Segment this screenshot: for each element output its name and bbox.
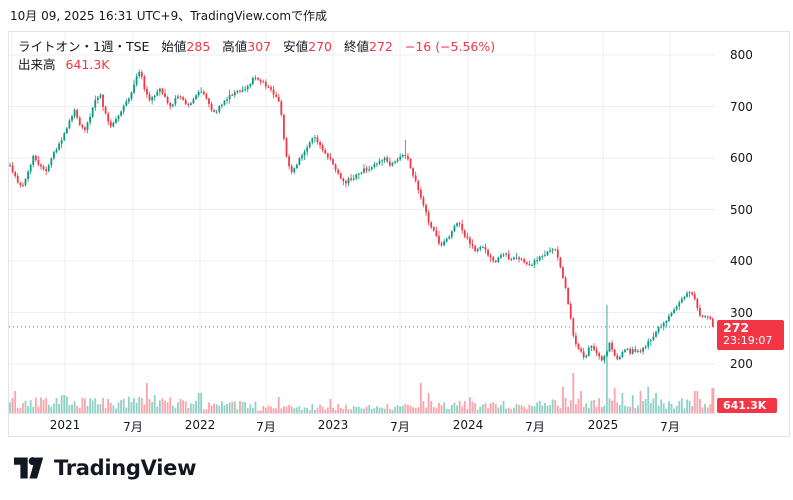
- symbol-title: ライトオン・1週・TSE: [18, 39, 150, 54]
- volume-badge: 641.3K: [717, 398, 777, 413]
- open-group: 始値285: [161, 39, 211, 54]
- tradingview-logo[interactable]: TradingView: [14, 455, 196, 480]
- last-price-badge: 272 23:19:07: [717, 320, 784, 350]
- bar-countdown: 23:19:07: [723, 334, 773, 347]
- x-axis-label: 2022: [184, 418, 216, 432]
- y-axis-label: 600: [730, 151, 753, 165]
- x-axis-label: 2023: [317, 418, 349, 432]
- volume-label: 出来高: [18, 57, 56, 72]
- y-axis-label: 200: [730, 357, 753, 371]
- y-axis-label: 500: [730, 202, 753, 217]
- close-group: 終値272: [343, 39, 393, 54]
- tradingview-logo-icon: [14, 457, 44, 479]
- high-group: 高値307: [222, 39, 272, 54]
- x-axis-label: 2025: [587, 418, 619, 432]
- time-axis[interactable]: 2021 7月 2022 7月 2023 7月 2024 7月 2025 7月: [9, 413, 715, 436]
- low-group: 安値270: [283, 39, 332, 54]
- legend-line-2: 出来高 641.3K: [18, 56, 495, 74]
- x-axis-label: 2024: [452, 418, 484, 432]
- x-axis-label: 7月: [390, 420, 410, 434]
- chart-frame: ライトオン・1週・TSE 始値285 高値307 安値270 終値272 −16…: [8, 31, 790, 437]
- y-axis-label: 700: [730, 99, 753, 114]
- last-price-value: 272: [723, 320, 750, 335]
- y-axis-label: 800: [730, 48, 753, 62]
- tradingview-logo-text: TradingView: [54, 455, 197, 480]
- x-axis-label: 7月: [256, 420, 276, 434]
- x-axis-label: 7月: [660, 420, 680, 434]
- price-axis[interactable]: 272 23:19:07 641.3K 800 700 600 500 400 300 20…: [716, 32, 789, 436]
- candlestick-chart[interactable]: [9, 32, 715, 436]
- x-axis-label: 2021: [49, 418, 81, 432]
- legend-line-1: ライトオン・1週・TSE 始値285 高値307 安値270 終値272 −16…: [18, 38, 495, 56]
- change-value: −16 (−5.56%): [404, 39, 496, 54]
- y-axis-label: 300: [730, 305, 753, 320]
- x-axis-label: 7月: [525, 420, 545, 434]
- chart-legend: ライトオン・1週・TSE 始値285 高値307 安値270 終値272 −16…: [18, 38, 495, 74]
- snapshot-created-text: 10月 09, 2025 16:31 UTC+9、TradingView.com…: [10, 9, 328, 23]
- x-axis-label: 7月: [123, 420, 143, 434]
- y-axis-label: 400: [730, 254, 753, 268]
- volume-value: 641.3K: [65, 57, 110, 72]
